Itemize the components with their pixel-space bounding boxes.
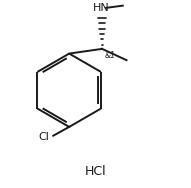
Text: Cl: Cl (39, 132, 49, 142)
Text: &1: &1 (104, 51, 115, 60)
Text: HN: HN (93, 3, 109, 14)
Text: HCl: HCl (85, 164, 106, 178)
